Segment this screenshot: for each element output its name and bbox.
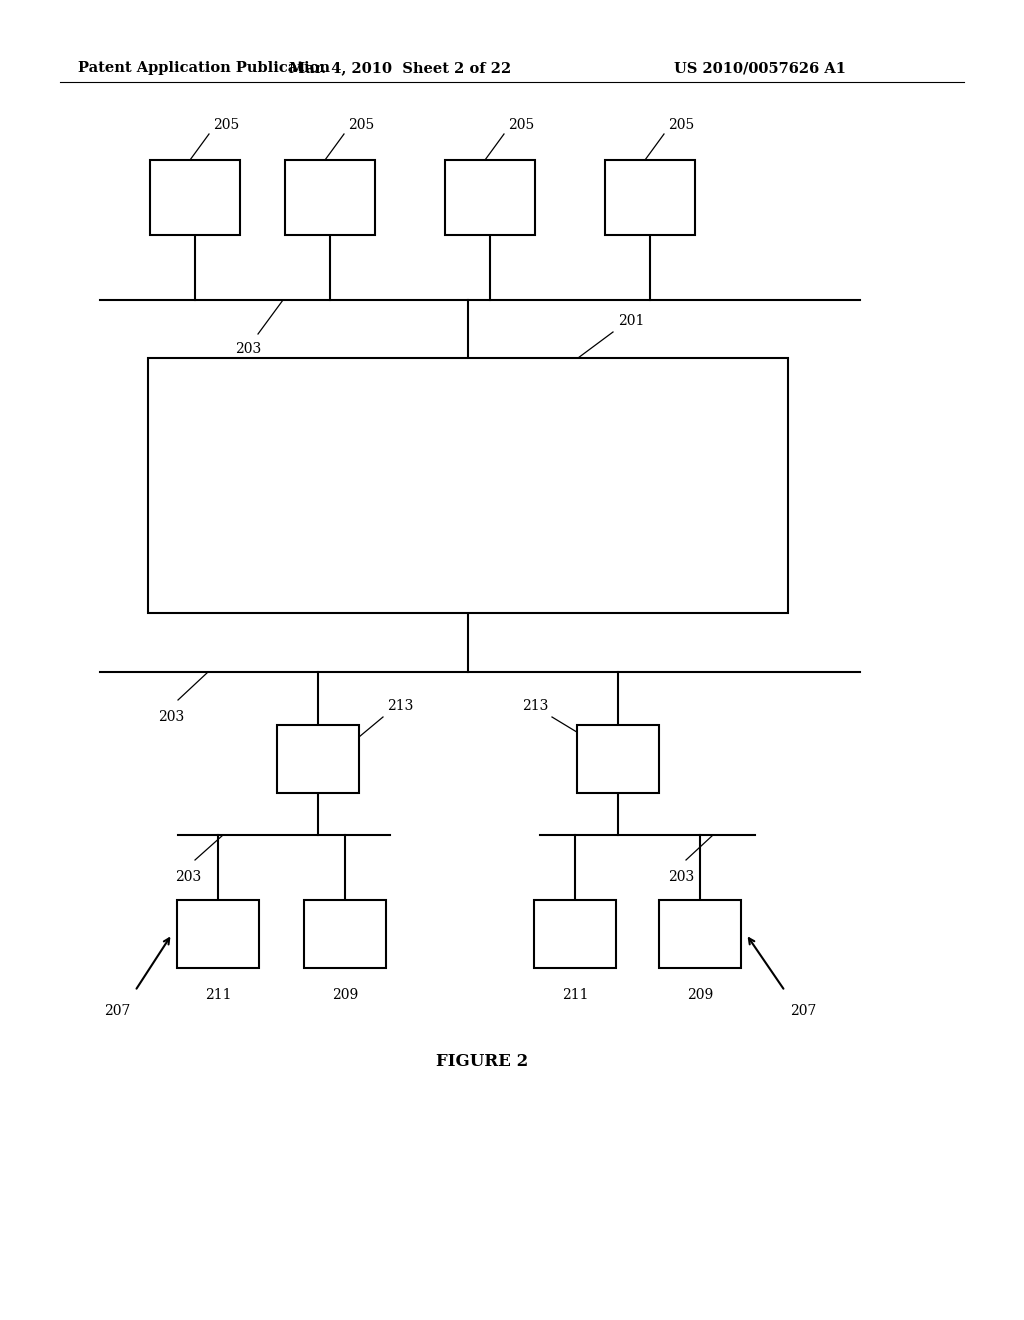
Text: FIGURE 2: FIGURE 2	[436, 1053, 528, 1071]
Text: Patent Application Publication: Patent Application Publication	[78, 61, 330, 75]
Text: 207: 207	[103, 1005, 130, 1018]
Text: 209: 209	[332, 987, 358, 1002]
Text: 203: 203	[668, 870, 694, 884]
Text: 207: 207	[790, 1005, 816, 1018]
Bar	[605, 160, 695, 235]
Text: 213: 213	[387, 700, 414, 713]
Text: 205: 205	[508, 117, 535, 132]
Text: 201: 201	[618, 314, 644, 327]
Bar	[177, 900, 259, 968]
Text: 203: 203	[175, 870, 202, 884]
Bar	[285, 160, 375, 235]
Bar	[150, 160, 240, 235]
Bar	[278, 725, 359, 793]
Text: 211: 211	[205, 987, 231, 1002]
Text: 205: 205	[668, 117, 694, 132]
Bar	[534, 900, 616, 968]
Bar	[304, 900, 386, 968]
Text: 205: 205	[213, 117, 240, 132]
Text: 203: 203	[158, 710, 184, 723]
Text: 211: 211	[562, 987, 588, 1002]
Text: US 2010/0057626 A1: US 2010/0057626 A1	[674, 61, 846, 75]
Text: Mar. 4, 2010  Sheet 2 of 22: Mar. 4, 2010 Sheet 2 of 22	[289, 61, 511, 75]
Bar	[148, 358, 788, 612]
Text: 205: 205	[348, 117, 374, 132]
Bar	[445, 160, 535, 235]
Text: 203: 203	[234, 342, 261, 356]
Text: 209: 209	[687, 987, 713, 1002]
Text: 213: 213	[522, 700, 549, 713]
Bar	[577, 725, 659, 793]
Bar	[659, 900, 741, 968]
